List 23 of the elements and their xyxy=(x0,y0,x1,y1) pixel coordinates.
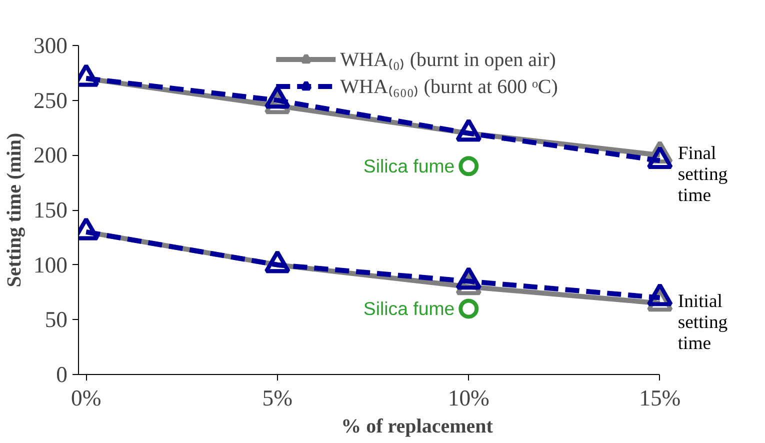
x-tick-label: 5% xyxy=(262,386,293,410)
x-tick-label: 10% xyxy=(448,386,490,410)
annotation: Initial setting time xyxy=(678,291,728,354)
legend-label: WHA₍₆₀₀₎ (burnt at 600 ᵒC) xyxy=(340,75,558,99)
text: Silica fume xyxy=(363,298,455,320)
series-label: Silica fume xyxy=(363,156,455,177)
point xyxy=(456,266,482,290)
point xyxy=(264,86,290,109)
y-axis-title: Setting time (min) xyxy=(4,132,26,288)
y-tick-label: 100 xyxy=(34,252,68,278)
x-axis-title: % of replacement xyxy=(341,416,494,438)
annotation: Final setting time xyxy=(678,143,728,206)
y-tick-label: 300 xyxy=(34,33,68,58)
x-tick-label: 15% xyxy=(639,386,681,410)
point xyxy=(646,283,673,306)
y-tick-label: 0 xyxy=(56,362,68,387)
y-tick-label: 200 xyxy=(34,142,68,168)
y-tick-label: 50 xyxy=(44,307,68,332)
point xyxy=(646,146,673,169)
legend-label: WHA₍₀₎ (burnt in open air) xyxy=(340,48,556,72)
y-tick-label: 150 xyxy=(34,198,68,222)
x-tick-label: 0% xyxy=(71,386,102,410)
y-tick-label: 250 xyxy=(34,88,68,113)
